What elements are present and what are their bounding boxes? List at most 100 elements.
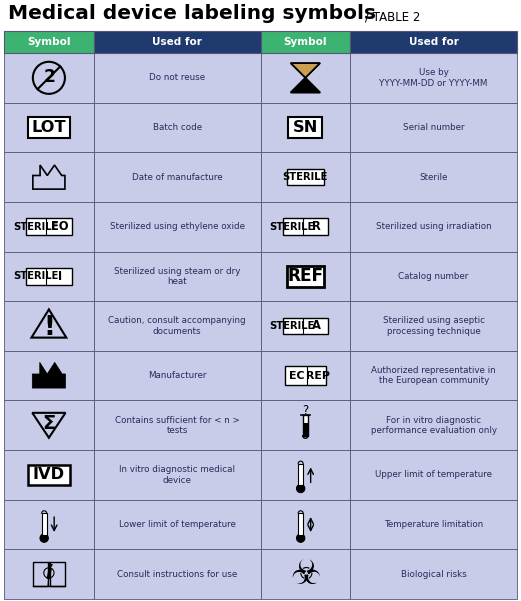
Bar — [260, 31, 350, 53]
Text: i: i — [46, 564, 52, 583]
Circle shape — [296, 534, 305, 542]
Bar — [94, 252, 260, 301]
Bar — [94, 103, 260, 152]
Text: Contains sufficient for < n >
tests: Contains sufficient for < n > tests — [115, 415, 240, 435]
Bar — [4, 499, 94, 549]
Text: STERILE: STERILE — [13, 222, 58, 232]
Bar — [350, 152, 517, 202]
Bar — [283, 317, 328, 335]
Text: Upper limit of temperature: Upper limit of temperature — [375, 471, 492, 480]
Text: Σ: Σ — [42, 414, 56, 433]
Text: In vitro diagnostic medical
device: In vitro diagnostic medical device — [119, 465, 235, 484]
Text: ☣: ☣ — [290, 558, 320, 591]
Bar — [94, 499, 260, 549]
Text: STERILE: STERILE — [269, 321, 315, 331]
Text: Temperature limitation: Temperature limitation — [384, 520, 483, 529]
Bar — [350, 301, 517, 351]
Bar — [260, 252, 350, 301]
Bar — [260, 549, 350, 599]
Text: ?: ? — [302, 404, 308, 417]
Polygon shape — [32, 362, 66, 388]
Bar — [94, 301, 260, 351]
Bar — [350, 450, 517, 499]
Bar — [260, 351, 350, 400]
Bar — [287, 266, 324, 287]
Text: Sterilized using steam or dry
heat: Sterilized using steam or dry heat — [114, 267, 240, 286]
Text: R: R — [312, 220, 321, 233]
Bar — [26, 218, 71, 235]
Bar — [4, 450, 94, 499]
Text: 2: 2 — [44, 68, 56, 86]
Bar — [260, 400, 350, 450]
Bar — [260, 301, 350, 351]
Bar — [4, 202, 94, 252]
Text: Used for: Used for — [152, 37, 202, 47]
Bar — [350, 53, 517, 103]
Text: EO: EO — [52, 220, 69, 233]
Bar — [94, 549, 260, 599]
Text: Manufacturer: Manufacturer — [148, 371, 206, 380]
Bar — [303, 415, 308, 436]
Text: STERILE: STERILE — [269, 222, 315, 232]
Text: Date of manufacture: Date of manufacture — [132, 172, 222, 182]
Text: EC: EC — [289, 371, 305, 380]
Bar — [4, 400, 94, 450]
Polygon shape — [291, 78, 320, 93]
Bar — [260, 103, 350, 152]
Text: Symbol: Symbol — [27, 37, 71, 47]
Text: LOT: LOT — [32, 120, 66, 135]
Bar — [4, 252, 94, 301]
Bar — [350, 31, 517, 53]
Text: Medical device labeling symbols: Medical device labeling symbols — [8, 4, 376, 23]
Bar — [289, 117, 322, 138]
Bar — [28, 465, 70, 485]
Text: SN: SN — [293, 120, 318, 135]
Bar — [350, 252, 517, 301]
Text: Sterilized using aseptic
processing technique: Sterilized using aseptic processing tech… — [382, 316, 485, 336]
Circle shape — [296, 484, 305, 493]
Bar — [42, 513, 46, 535]
Bar — [350, 499, 517, 549]
Bar — [94, 351, 260, 400]
Text: Lower limit of temperature: Lower limit of temperature — [119, 520, 235, 529]
Text: Used for: Used for — [408, 37, 458, 47]
Text: Sterilized using ethylene oxide: Sterilized using ethylene oxide — [109, 222, 245, 231]
Text: STERILE: STERILE — [283, 172, 328, 182]
Text: Caution, consult accompanying
documents: Caution, consult accompanying documents — [108, 316, 246, 336]
Bar — [94, 31, 260, 53]
Bar — [94, 202, 260, 252]
Bar — [4, 351, 94, 400]
Bar — [298, 463, 303, 485]
Bar — [287, 169, 324, 185]
Bar — [350, 202, 517, 252]
Text: Authorized representative in
the European community: Authorized representative in the Europea… — [371, 366, 496, 385]
Bar — [94, 152, 260, 202]
Text: Do not reuse: Do not reuse — [149, 73, 205, 82]
Bar — [260, 152, 350, 202]
Bar — [28, 117, 70, 138]
Text: For in vitro diagnostic
performance evaluation only: For in vitro diagnostic performance eval… — [370, 415, 497, 435]
Text: Catalog number: Catalog number — [399, 272, 469, 281]
Bar — [94, 400, 260, 450]
Bar — [350, 351, 517, 400]
Bar — [260, 450, 350, 499]
Polygon shape — [291, 63, 320, 78]
Text: Symbol: Symbol — [283, 37, 327, 47]
Bar — [350, 103, 517, 152]
Text: Biological risks: Biological risks — [401, 570, 466, 579]
Circle shape — [40, 534, 48, 542]
Text: STERILE: STERILE — [13, 272, 58, 281]
Bar — [298, 513, 303, 535]
Bar — [260, 202, 350, 252]
Bar — [350, 549, 517, 599]
Text: I: I — [58, 270, 63, 283]
Text: Sterile: Sterile — [419, 172, 448, 182]
Bar — [350, 400, 517, 450]
Text: Serial number: Serial number — [403, 123, 464, 132]
Text: REF: REF — [288, 267, 324, 285]
Text: / TABLE 2: / TABLE 2 — [365, 10, 420, 23]
Text: A: A — [312, 320, 321, 332]
Bar — [94, 450, 260, 499]
Bar — [4, 152, 94, 202]
Bar — [4, 549, 94, 599]
